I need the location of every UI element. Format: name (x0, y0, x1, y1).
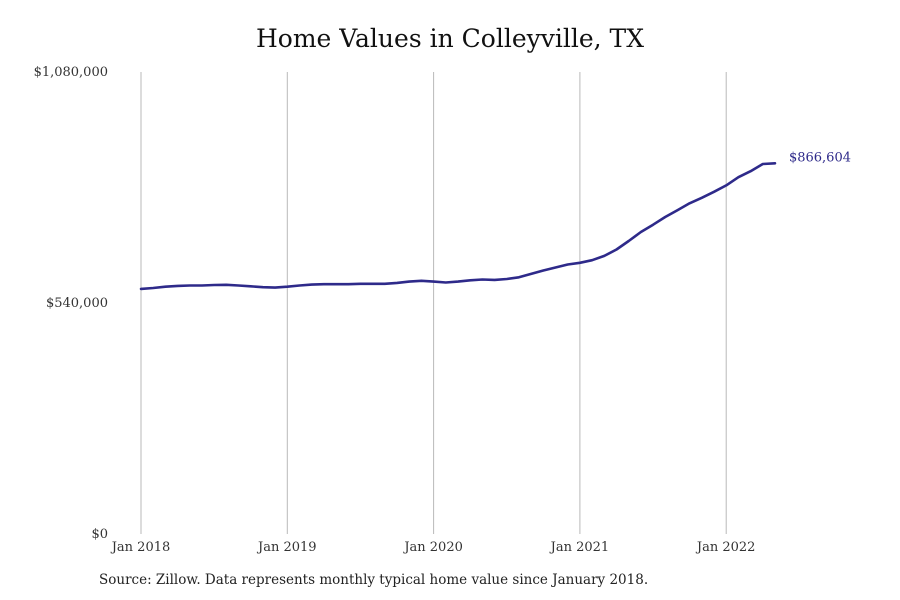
end-value-label: $866,604 (789, 150, 851, 165)
series-line (139, 162, 777, 291)
x-tick-label: Jan 2018 (110, 540, 171, 555)
y-tick-label: $0 (91, 527, 108, 542)
source-note: Source: Zillow. Data represents monthly … (99, 572, 649, 588)
end-label-group: $866,604 (789, 150, 851, 165)
chart-title: Home Values in Colleyville, TX (255, 24, 645, 53)
y-axis-ticks: $0 $540,000 $1,080,000 (34, 65, 108, 542)
x-tick-label: Jan 2020 (402, 540, 463, 555)
x-tick-label: Jan 2022 (695, 540, 756, 555)
y-tick-label: $540,000 (46, 296, 108, 311)
x-tick-label: Jan 2019 (256, 540, 317, 555)
x-tick-label: Jan 2021 (549, 540, 610, 555)
x-axis-ticks: Jan 2018 Jan 2019 Jan 2020 Jan 2021 Jan 2022 (110, 540, 756, 555)
series-home-value (139, 162, 777, 291)
gridlines (140, 72, 727, 534)
y-tick-label: $1,080,000 (34, 65, 108, 80)
